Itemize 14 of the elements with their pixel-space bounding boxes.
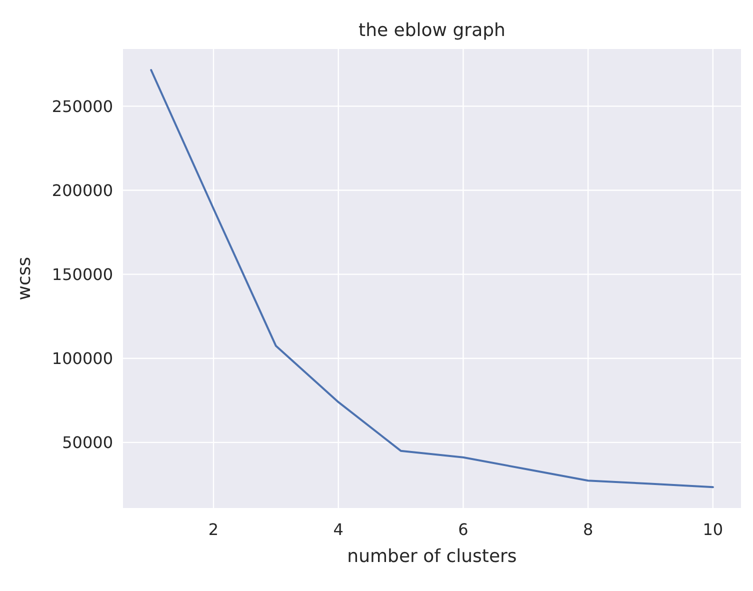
y-tick-label: 150000	[52, 264, 113, 284]
y-axis-title: wcss	[14, 256, 35, 300]
line-series	[150, 69, 714, 488]
y-tick-label: 100000	[52, 348, 113, 368]
y-tick-label: 200000	[52, 180, 113, 200]
x-axis-title: number of clusters	[347, 546, 517, 567]
x-tick-label: 4	[333, 520, 344, 539]
x-tick-label: 8	[582, 520, 594, 539]
y-tick-label: 250000	[52, 96, 113, 116]
x-tick-label: 10	[702, 520, 724, 539]
y-tick-label: 50000	[62, 433, 113, 452]
x-tick-label: 2	[208, 520, 219, 539]
x-tick-label: 6	[458, 520, 468, 539]
chart-title: the eblow graph	[358, 20, 506, 41]
